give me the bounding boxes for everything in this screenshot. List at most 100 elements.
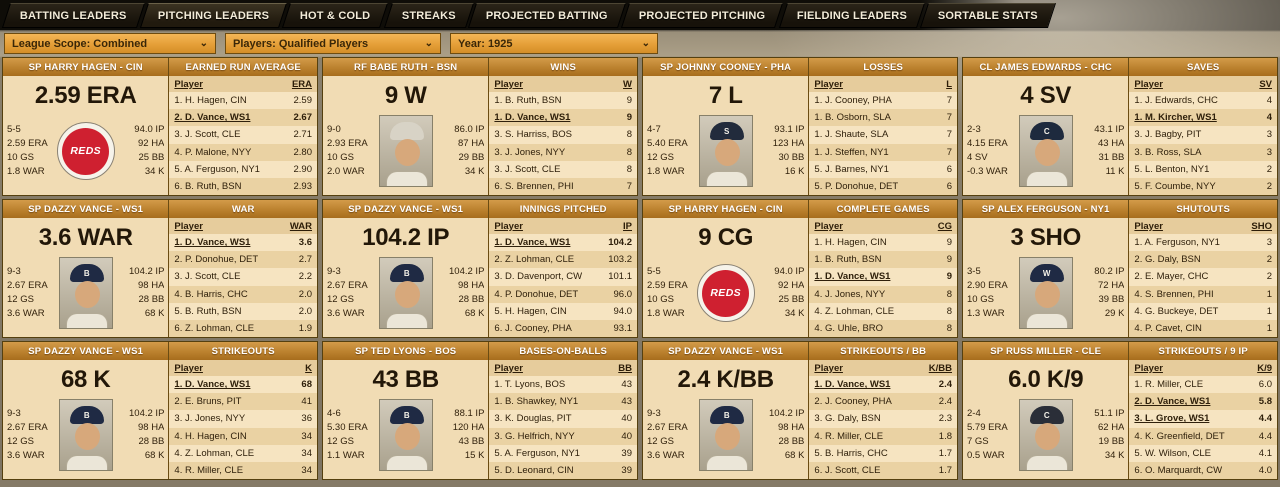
spotlight-player-header[interactable]: SP ALEX FERGUSON - NY1 [963,200,1130,218]
nav-tab-projected-batting[interactable]: PROJECTED BATTING [468,2,627,28]
player-column-label[interactable]: Player [1134,220,1163,232]
leader-name[interactable]: 1. R. Miller, CLE [1134,379,1204,391]
leader-name[interactable]: 5. A. Ferguson, NY1 [494,447,580,459]
leader-name[interactable]: 5. B. Ruth, BSN [174,305,242,317]
leader-name[interactable]: 5. L. Benton, NY1 [1134,163,1210,175]
player-column-label[interactable]: Player [494,362,523,374]
leader-name[interactable]: 2. P. Donohue, DET [174,254,259,266]
nav-tab-projected-pitching[interactable]: PROJECTED PITCHING [621,2,784,28]
leader-name[interactable]: 2. Z. Lohman, CLE [494,254,575,266]
leader-name[interactable]: 5. H. Hagen, CIN [494,305,567,317]
leader-name[interactable]: 3. S. Harriss, BOS [494,129,573,141]
leader-name[interactable]: 2. G. Daly, BSN [1134,254,1201,266]
player-photo[interactable]: C [1018,399,1073,471]
leader-name[interactable]: 1. B. Ruth, BSN [814,254,882,266]
leader-name[interactable]: 5. W. Wilson, CLE [1134,447,1211,459]
nav-tab-pitching-leaders[interactable]: PITCHING LEADERS [139,2,288,28]
leader-name[interactable]: 1. D. Vance, WS1 [494,237,571,249]
leader-name[interactable]: 3. G. Daly, BSN [814,413,881,425]
leader-name[interactable]: 1. J. Shaute, SLA [814,129,889,141]
leader-name[interactable]: 5. A. Ferguson, NY1 [174,163,260,175]
leader-name[interactable]: 3. J. Jones, NYY [494,146,566,158]
leader-name[interactable]: 5. D. Leonard, CIN [494,464,574,476]
leader-name[interactable]: 3. J. Scott, CLE [174,129,241,141]
nav-tab-batting-leaders[interactable]: BATTING LEADERS [1,2,145,28]
filter-players[interactable]: Players: Qualified Players ⌄ [225,33,441,54]
leader-name[interactable]: 3. L. Grove, WS1 [1134,413,1210,425]
leader-name[interactable]: 3. G. Helfrich, NYY [494,430,575,442]
leader-name[interactable]: 1. D. Vance, WS1 [174,237,251,249]
spotlight-player-header[interactable]: CL JAMES EDWARDS - CHC [963,58,1130,76]
nav-tab-hot-cold[interactable]: HOT & COLD [282,2,389,28]
leader-name[interactable]: 4. Z. Lohman, CLE [814,305,895,317]
player-column-label[interactable]: Player [814,78,843,90]
player-column-label[interactable]: Player [814,362,843,374]
leader-name[interactable]: 2. D. Vance, WS1 [1134,396,1211,408]
leader-name[interactable]: 2. E. Bruns, PIT [174,396,242,408]
stat-column-label[interactable]: IP [623,220,632,232]
leader-name[interactable]: 6. O. Marquardt, CW [1134,464,1223,476]
player-photo[interactable]: S [698,115,753,187]
player-column-label[interactable]: Player [174,78,203,90]
team-logo[interactable]: REDS [696,264,755,322]
leader-name[interactable]: 1. J. Cooney, PHA [814,95,892,107]
player-photo[interactable] [378,115,433,187]
leader-name[interactable]: 4. H. Hagen, CIN [174,430,247,442]
leader-name[interactable]: 1. J. Edwards, CHC [1134,95,1218,107]
stat-column-label[interactable]: K/BB [928,362,952,374]
stat-column-label[interactable]: CG [937,220,952,232]
leader-name[interactable]: 1. H. Hagen, CIN [174,95,247,107]
stat-column-label[interactable]: K/9 [1257,362,1272,374]
stat-column-label[interactable]: ERA [291,78,312,90]
leader-name[interactable]: 3. D. Davenport, CW [494,271,583,283]
leader-name[interactable]: 4. P. Cavet, CIN [1134,322,1202,334]
leader-name[interactable]: 6. B. Ruth, BSN [174,180,242,192]
leader-name[interactable]: 3. J. Bagby, PIT [1134,129,1202,141]
leader-name[interactable]: 2. D. Vance, WS1 [174,112,251,124]
spotlight-player-header[interactable]: SP DAZZY VANCE - WS1 [643,342,810,360]
stat-column-label[interactable]: W [623,78,632,90]
player-column-label[interactable]: Player [1134,362,1163,374]
leader-name[interactable]: 1. B. Ruth, BSN [494,95,562,107]
leader-name[interactable]: 4. Z. Lohman, CLE [174,447,255,459]
stat-column-label[interactable]: WAR [289,220,312,232]
leader-name[interactable]: 1. D. Vance, WS1 [814,271,891,283]
leader-name[interactable]: 1. B. Osborn, SLA [814,112,891,124]
player-photo[interactable]: W [1018,257,1073,329]
nav-tab-streaks[interactable]: STREAKS [383,2,474,28]
leader-name[interactable]: 1. D. Vance, WS1 [814,379,891,391]
stat-column-label[interactable]: SHO [1251,220,1272,232]
leader-name[interactable]: 6. J. Cooney, PHA [494,322,572,334]
leader-name[interactable]: 4. J. Jones, NYY [814,288,886,300]
spotlight-player-header[interactable]: RF BABE RUTH - BSN [323,58,490,76]
leader-name[interactable]: 4. S. Brennen, PHI [1134,288,1214,300]
player-photo[interactable]: B [58,399,113,471]
nav-tab-sortable-stats[interactable]: SORTABLE STATS [919,2,1056,28]
filter-league-scope[interactable]: League Scope: Combined ⌄ [4,33,216,54]
leader-name[interactable]: 5. J. Barnes, NY1 [814,163,889,175]
player-photo[interactable]: B [698,399,753,471]
leader-name[interactable]: 4. P. Donohue, DET [494,288,579,300]
leader-name[interactable]: 4. G. Buckeye, DET [1134,305,1219,317]
player-photo[interactable]: B [58,257,113,329]
nav-tab-fielding-leaders[interactable]: FIELDING LEADERS [778,2,925,28]
leader-name[interactable]: 1. B. Shawkey, NY1 [494,396,579,408]
stat-column-label[interactable]: L [946,78,952,90]
stat-column-label[interactable]: BB [618,362,632,374]
filter-year[interactable]: Year: 1925 ⌄ [450,33,658,54]
spotlight-player-header[interactable]: SP TED LYONS - BOS [323,342,490,360]
leader-name[interactable]: 4. B. Harris, CHC [174,288,248,300]
leader-name[interactable]: 3. B. Ross, SLA [1134,146,1202,158]
spotlight-player-header[interactable]: SP JOHNNY COONEY - PHA [643,58,810,76]
leader-name[interactable]: 6. J. Scott, CLE [814,464,881,476]
leader-name[interactable]: 1. J. Steffen, NY1 [814,146,889,158]
spotlight-player-header[interactable]: SP DAZZY VANCE - WS1 [3,200,170,218]
leader-name[interactable]: 1. H. Hagen, CIN [814,237,887,249]
leader-name[interactable]: 1. T. Lyons, BOS [494,379,566,391]
leader-name[interactable]: 1. D. Vance, WS1 [174,379,251,391]
player-column-label[interactable]: Player [174,220,203,232]
player-column-label[interactable]: Player [1134,78,1163,90]
leader-name[interactable]: 6. Z. Lohman, CLE [174,322,255,334]
player-photo[interactable]: B [378,257,433,329]
leader-name[interactable]: 4. K. Greenfield, DET [1134,430,1225,442]
